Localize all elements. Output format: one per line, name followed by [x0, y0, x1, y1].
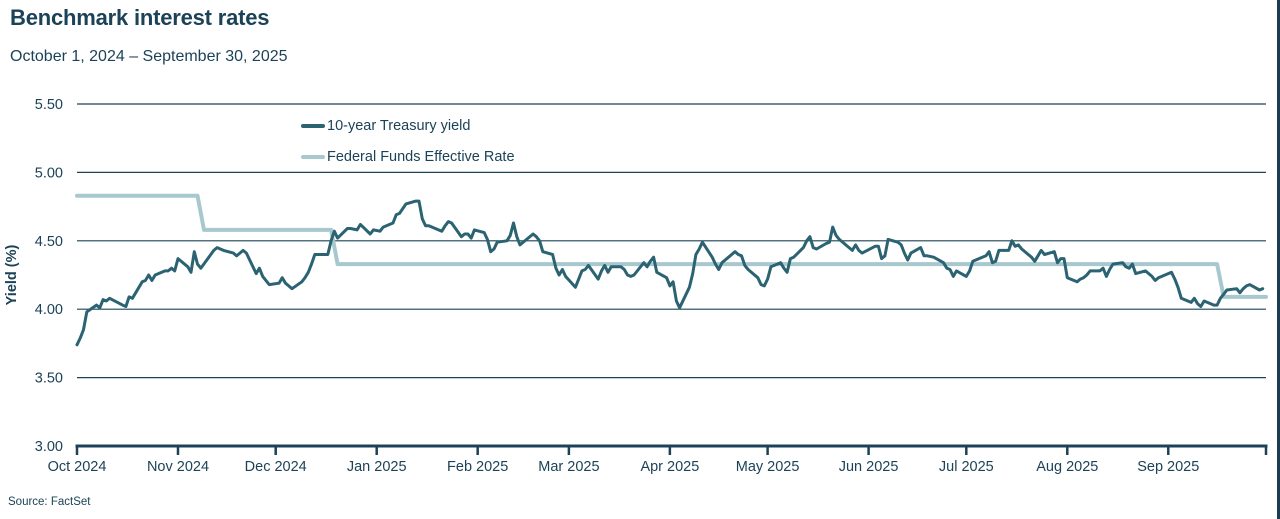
series-line: [75, 193, 1268, 299]
gridlines: [77, 103, 1266, 379]
x-tick-label: Jul 2025: [939, 459, 994, 475]
y-tick-label: 3.50: [35, 371, 63, 387]
chart-date-range-subtitle: October 1, 2024 – September 30, 2025: [10, 48, 288, 65]
y-axis-labels: 5.50 5.00 4.50 4.00 3.50 3.00: [35, 97, 63, 455]
y-axis-title: Yield (%): [4, 244, 20, 305]
right-edge-border: [1277, 0, 1280, 519]
y-tick-label: 5.50: [35, 97, 63, 113]
x-tick-label: Aug 2025: [1036, 459, 1098, 475]
x-tick-label: Oct 2024: [48, 459, 107, 475]
x-tick-label: Apr 2025: [640, 459, 699, 475]
x-tick-label: Feb 2025: [447, 459, 508, 475]
x-tick-label: Jun 2025: [839, 459, 899, 475]
page-title: Benchmark interest rates: [10, 5, 270, 30]
y-tick-label: 3.00: [35, 439, 63, 455]
x-tick-label: Jan 2025: [347, 459, 407, 475]
y-tick-label: 4.50: [35, 234, 63, 250]
legend-item-treasury: 10-year Treasury yield: [301, 116, 515, 136]
y-tick-label: 5.00: [35, 165, 63, 181]
legend-item-fed-funds: Federal Funds Effective Rate: [301, 147, 515, 167]
chart-legend: 10-year Treasury yield Federal Funds Eff…: [301, 116, 515, 167]
fed-funds-line: [75, 193, 1268, 347]
legend-label-treasury: 10-year Treasury yield: [327, 118, 471, 134]
x-tick-label: Sep 2025: [1137, 459, 1199, 475]
source-attribution: Source: FactSet: [8, 496, 91, 508]
y-tick-label: 4.00: [35, 302, 63, 318]
x-axis: [75, 444, 1268, 455]
series-line: [75, 199, 1265, 347]
x-tick-label: May 2025: [736, 459, 800, 475]
x-tick-label: Nov 2024: [147, 459, 209, 475]
x-tick-label: Dec 2024: [245, 459, 307, 475]
legend-label-fed-funds: Federal Funds Effective Rate: [327, 149, 515, 165]
treasury-line-swatch-icon: [301, 124, 325, 128]
fed-funds-line-swatch-icon: [301, 155, 325, 159]
x-axis-labels: Oct 2024 Nov 2024 Dec 2024 Jan 2025 Feb 2025…: [48, 459, 1200, 475]
x-tick-label: Mar 2025: [538, 459, 599, 475]
